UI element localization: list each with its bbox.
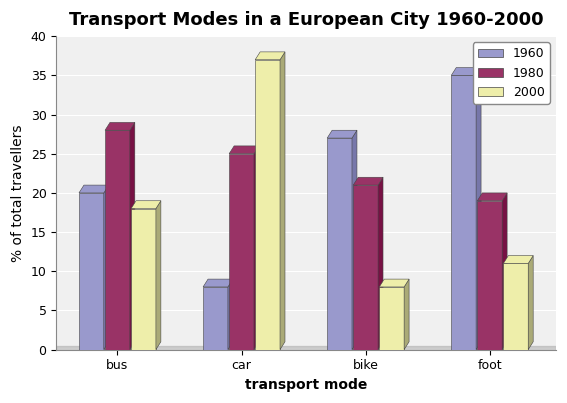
- Polygon shape: [352, 130, 357, 350]
- Polygon shape: [130, 123, 135, 350]
- Polygon shape: [255, 52, 285, 60]
- Polygon shape: [503, 256, 533, 264]
- Polygon shape: [156, 201, 161, 350]
- Polygon shape: [528, 256, 533, 350]
- Bar: [353, 185, 378, 350]
- Polygon shape: [104, 185, 109, 350]
- Polygon shape: [477, 193, 507, 201]
- Bar: [229, 154, 254, 350]
- Bar: [477, 201, 502, 350]
- Polygon shape: [280, 52, 285, 350]
- Legend: 1960, 1980, 2000: 1960, 1980, 2000: [473, 42, 549, 104]
- Bar: [327, 138, 352, 350]
- Bar: [255, 60, 280, 350]
- Polygon shape: [327, 130, 357, 138]
- Polygon shape: [476, 68, 481, 350]
- Polygon shape: [105, 123, 135, 130]
- Title: Transport Modes in a European City 1960-2000: Transport Modes in a European City 1960-…: [69, 11, 543, 29]
- Bar: [79, 193, 104, 350]
- Polygon shape: [451, 68, 481, 75]
- Bar: [379, 287, 404, 350]
- Polygon shape: [254, 146, 259, 350]
- Bar: [105, 130, 130, 350]
- Bar: [131, 209, 156, 350]
- X-axis label: transport mode: transport mode: [245, 378, 367, 392]
- Polygon shape: [229, 146, 259, 154]
- Polygon shape: [131, 201, 161, 209]
- Polygon shape: [379, 279, 409, 287]
- Bar: [451, 75, 476, 350]
- Polygon shape: [228, 279, 233, 350]
- Bar: [203, 287, 228, 350]
- Bar: [503, 264, 528, 350]
- Polygon shape: [404, 279, 409, 350]
- Polygon shape: [353, 177, 383, 185]
- Polygon shape: [203, 279, 233, 287]
- Polygon shape: [502, 193, 507, 350]
- Bar: [56, 346, 556, 353]
- Polygon shape: [79, 185, 109, 193]
- Y-axis label: % of total travellers: % of total travellers: [11, 124, 25, 262]
- Polygon shape: [378, 177, 383, 350]
